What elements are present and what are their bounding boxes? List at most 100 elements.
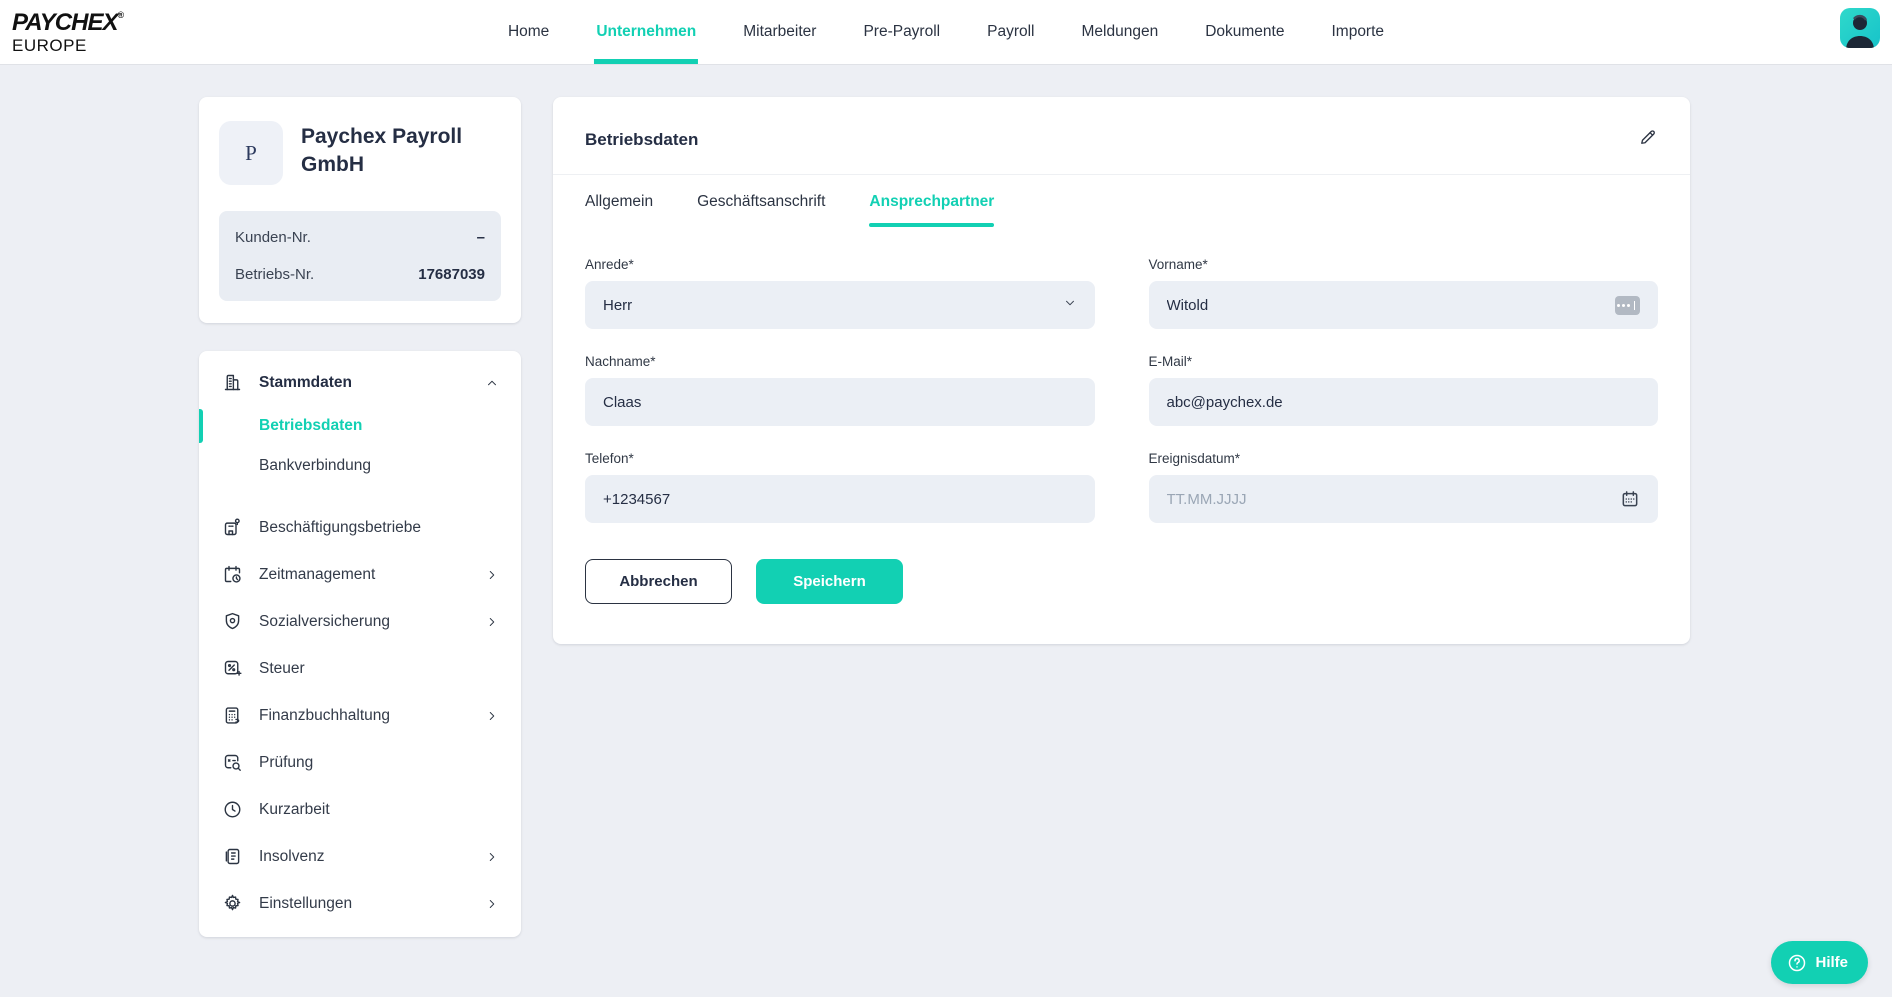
panel-tabs: Allgemein Geschäftsanschrift Ansprechpar… (553, 193, 1690, 227)
building-icon (221, 372, 243, 394)
form-actions: Abbrechen Speichern (553, 559, 1690, 604)
anrede-label: Anrede* (585, 257, 634, 272)
sidebar-item-label: Zeitmanagement (259, 565, 376, 583)
field-telefon: Telefon* (585, 451, 1095, 523)
anrede-value: Herr (603, 296, 633, 314)
nachname-control (585, 378, 1095, 426)
telefon-input[interactable] (603, 490, 1077, 508)
sidebar-item-kurzarbeit[interactable]: Kurzarbeit (199, 786, 521, 833)
company-card: P Paychex Payroll GmbH Kunden-Nr. – Betr… (199, 97, 521, 323)
cancel-button[interactable]: Abbrechen (585, 559, 732, 604)
chevron-right-icon (485, 897, 499, 911)
sidebar-item-label: Kurzarbeit (259, 800, 330, 818)
question-mark-icon (1787, 953, 1807, 973)
betriebs-nr-label: Betriebs-Nr. (235, 266, 315, 283)
calculator-icon (221, 705, 243, 727)
field-ereignisdatum: Ereignisdatum* (1148, 451, 1658, 523)
top-header: PAYCHEX® EUROPE Home Unternehmen Mitarbe… (0, 0, 1892, 64)
nachname-label: Nachname* (585, 354, 656, 369)
ansprechpartner-form: Anrede* Herr Vorname* Nachn (553, 257, 1690, 523)
company-header: P Paychex Payroll GmbH (219, 121, 501, 185)
nav-item-home[interactable]: Home (507, 23, 550, 40)
sidebar-item-betriebsdaten[interactable]: Betriebsdaten (199, 406, 521, 446)
sidebar-item-label: Betriebsdaten (259, 417, 363, 434)
anrede-select[interactable]: Herr (585, 281, 1095, 329)
kunden-nr-label: Kunden-Nr. (235, 229, 311, 246)
page-content: P Paychex Payroll GmbH Kunden-Nr. – Betr… (199, 97, 1690, 937)
vorname-control (1148, 281, 1658, 329)
sidebar-item-label: Prüfung (259, 753, 314, 771)
email-input[interactable] (1166, 393, 1640, 411)
sidebar-item-bankverbindung[interactable]: Bankverbindung (199, 446, 521, 486)
vorname-label: Vorname* (1148, 257, 1208, 272)
nav-item-unternehmen[interactable]: Unternehmen (594, 0, 699, 64)
sidebar-item-finanzbuchhaltung[interactable]: Finanzbuchhaltung (199, 692, 521, 739)
sidebar-item-pruefung[interactable]: Prüfung (199, 739, 521, 786)
sidebar-item-label: Bankverbindung (259, 457, 372, 474)
pencil-icon (1638, 127, 1658, 152)
company-info-box: Kunden-Nr. – Betriebs-Nr. 17687039 (219, 211, 501, 301)
kunden-nr-value: – (476, 229, 485, 246)
edit-button[interactable] (1638, 127, 1658, 152)
percent-icon (221, 658, 243, 680)
chevron-up-icon[interactable] (485, 376, 499, 390)
calendar-icon[interactable] (1620, 489, 1640, 509)
logo-line2: EUROPE (12, 35, 87, 55)
telefon-label: Telefon* (585, 451, 634, 466)
ereignisdatum-control (1148, 475, 1658, 523)
autofill-icon[interactable] (1615, 295, 1640, 315)
ereignisdatum-label: Ereignisdatum* (1148, 451, 1241, 466)
help-label: Hilfe (1815, 954, 1848, 971)
sidebar-item-steuer[interactable]: Steuer (199, 645, 521, 692)
sidebar-item-sozialversicherung[interactable]: Sozialversicherung (199, 598, 521, 645)
telefon-control (585, 475, 1095, 523)
sidebar-item-zeitmanagement[interactable]: Zeitmanagement (199, 551, 521, 598)
sidebar-item-beschaeftigungsbetriebe[interactable]: Beschäftigungsbetriebe (199, 504, 521, 551)
nachname-input[interactable] (603, 393, 1077, 411)
help-button[interactable]: Hilfe (1771, 941, 1868, 984)
betriebs-nr-value: 17687039 (418, 266, 485, 283)
chevron-right-icon (485, 850, 499, 864)
sidebar-item-label: Beschäftigungsbetriebe (259, 518, 422, 536)
tab-geschaeftsanschrift[interactable]: Geschäftsanschrift (697, 193, 826, 210)
building-pin-icon (221, 517, 243, 539)
save-button[interactable]: Speichern (756, 559, 903, 604)
field-nachname: Nachname* (585, 354, 1095, 426)
left-column: P Paychex Payroll GmbH Kunden-Nr. – Betr… (199, 97, 521, 937)
calendar-clock-icon (221, 564, 243, 586)
sidebar-item-label: Sozialversicherung (259, 612, 390, 630)
ereignisdatum-input[interactable] (1166, 490, 1620, 508)
vorname-input[interactable] (1166, 296, 1615, 314)
nav-item-payroll[interactable]: Payroll (987, 23, 1035, 40)
paychex-logo: PAYCHEX® EUROPE (12, 8, 124, 55)
sidebar-item-label: Finanzbuchhaltung (259, 706, 390, 724)
user-photo (1846, 14, 1874, 48)
nav-item-pre-payroll[interactable]: Pre-Payroll (863, 23, 941, 40)
chevron-down-icon (1063, 296, 1077, 314)
logo-line1: PAYCHEX® (12, 8, 124, 36)
main-nav: Home Unternehmen Mitarbeiter Pre-Payroll… (508, 0, 1384, 64)
trademark-symbol: ® (117, 9, 124, 20)
gear-icon (221, 893, 243, 915)
sidebar-item-label: Stammdaten (259, 373, 353, 391)
sidebar-item-stammdaten[interactable]: Stammdaten (199, 359, 521, 406)
sidebar-item-label: Insolvenz (259, 847, 325, 865)
document-icon (221, 846, 243, 868)
clock-icon (221, 799, 243, 821)
chevron-right-icon (485, 615, 499, 629)
tab-allgemein[interactable]: Allgemein (585, 193, 654, 210)
nav-item-meldungen[interactable]: Meldungen (1081, 23, 1159, 40)
shield-icon (221, 611, 243, 633)
sidebar-item-insolvenz[interactable]: Insolvenz (199, 833, 521, 880)
chevron-right-icon (485, 568, 499, 582)
email-label: E-Mail* (1148, 354, 1193, 369)
sidebar-item-einstellungen[interactable]: Einstellungen (199, 880, 521, 927)
field-vorname: Vorname* (1148, 257, 1658, 329)
nav-item-mitarbeiter[interactable]: Mitarbeiter (743, 23, 817, 40)
menu-spacer (199, 486, 521, 504)
nav-item-importe[interactable]: Importe (1331, 23, 1385, 40)
nav-item-dokumente[interactable]: Dokumente (1205, 23, 1285, 40)
tab-ansprechpartner[interactable]: Ansprechpartner (869, 193, 994, 227)
user-avatar[interactable] (1840, 8, 1880, 48)
info-row-kunden-nr: Kunden-Nr. – (235, 219, 485, 256)
